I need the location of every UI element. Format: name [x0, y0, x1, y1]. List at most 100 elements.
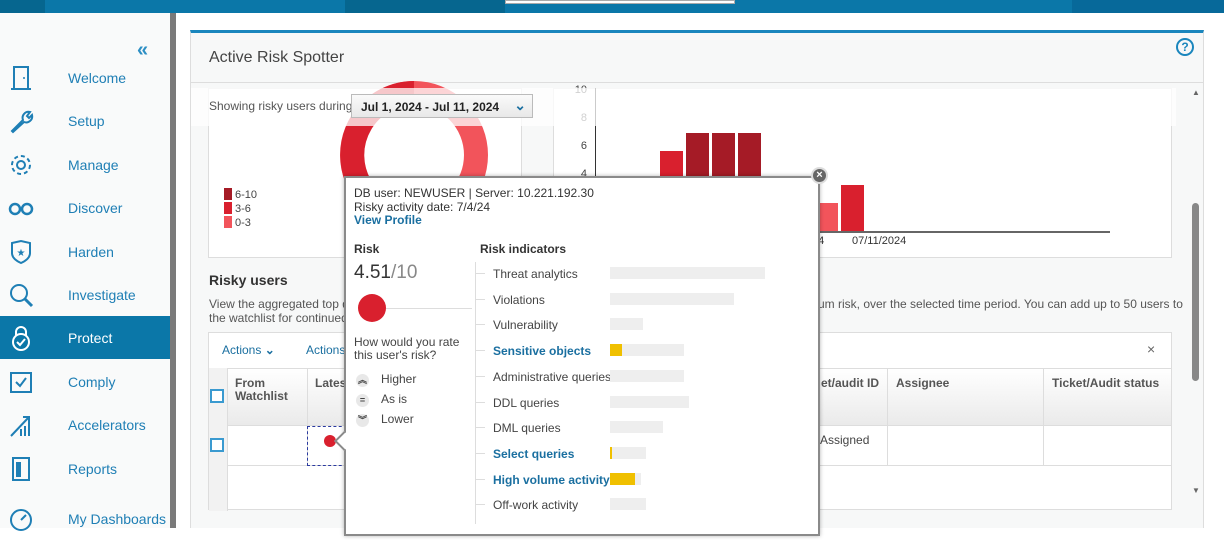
sidebar-item-setup[interactable]: Setup — [0, 99, 170, 142]
legend-item: 6-10 — [224, 188, 257, 201]
indicator-sensitive-objects[interactable]: Sensitive objects — [493, 344, 592, 359]
indicator-bar — [610, 472, 641, 485]
risk-details-popup: DB user: NEWUSER | Server: 10.221.192.30… — [334, 176, 820, 536]
sidebar-item-manage[interactable]: Manage — [0, 143, 170, 186]
legend-item: 0-3 — [224, 216, 251, 229]
risk-slider-knob — [358, 294, 386, 322]
indicator-high-volume-activity[interactable]: High volume activity — [493, 472, 610, 487]
indicator-bar-fill — [610, 446, 612, 459]
view-profile-link[interactable]: View Profile — [354, 213, 422, 227]
legend-swatch — [224, 216, 232, 228]
filter-label: Showing risky users during — [209, 99, 353, 113]
column-header-from-watchlist[interactable]: From Watchlist — [235, 376, 288, 403]
double-chevron-down-icon: ︾ — [356, 414, 369, 427]
column-header-latest[interactable]: Lates — [315, 376, 347, 390]
indicator-bar — [610, 369, 685, 382]
indicator-select-queries[interactable]: Select queries — [493, 446, 575, 461]
close-popup-icon[interactable]: × — [811, 167, 828, 184]
lock-check-icon — [12, 325, 30, 351]
sidebar-item-my-dashboards[interactable]: My Dashboards — [0, 497, 170, 540]
actions-menu-button[interactable]: Actions ⌄ — [222, 343, 275, 357]
wrench-icon — [10, 110, 34, 133]
door-icon — [11, 65, 31, 90]
sidebar-item-discover[interactable]: Discover — [0, 186, 170, 229]
risk-indicators-label: Risk indicators — [480, 242, 567, 256]
y-tick-label: 4 — [580, 168, 587, 180]
risk-score: 4.51/10 — [354, 262, 418, 283]
indicator-bar — [610, 498, 646, 511]
column-header-ticket-audit-id[interactable]: et/audit ID — [821, 376, 880, 390]
chart-bar[interactable] — [820, 203, 838, 231]
date-range-value: Jul 1, 2024 - Jul 11, 2024 — [361, 100, 500, 114]
popup-activity-date: Risky activity date: 7/4/24 — [354, 200, 491, 214]
scroll-down-icon[interactable]: ▼ — [1192, 486, 1200, 495]
svg-text:★: ★ — [17, 248, 26, 259]
indicator-bar — [610, 318, 643, 331]
collapse-sidebar-icon[interactable]: « — [137, 39, 148, 61]
sidebar-item-label: Accelerators — [68, 416, 146, 433]
sidebar-item-protect[interactable]: Protect — [0, 316, 170, 359]
sidebar-item-welcome[interactable]: Welcome — [0, 56, 170, 99]
actions-menu-button-2[interactable]: Actions — [306, 343, 346, 357]
sidebar-item-comply[interactable]: Comply — [0, 360, 170, 403]
sidebar: « — [0, 13, 170, 528]
scrollbar-thumb[interactable] — [1192, 203, 1199, 381]
sidebar-item-accelerators[interactable]: Accelerators — [0, 403, 170, 446]
divider — [191, 82, 1203, 83]
sidebar-item-label: Setup — [68, 112, 105, 129]
clear-selection-icon[interactable]: × — [1147, 341, 1156, 357]
indicator-bar — [610, 267, 765, 279]
date-range-select[interactable]: Jul 1, 2024 - Jul 11, 2024 ⌄ — [351, 94, 533, 118]
shield-star-icon: ★ — [11, 239, 31, 264]
legend-swatch — [224, 188, 232, 200]
indicator-dml-queries: DML queries — [493, 421, 561, 436]
rate-question: How would you rate this user's risk? — [354, 335, 460, 362]
panel-scrollbar[interactable]: ▲ ▼ — [1190, 88, 1202, 508]
sidebar-item-label: Investigate — [68, 286, 136, 303]
sidebar-item-harden[interactable]: ★ Harden — [0, 230, 170, 273]
page-title: Active Risk Spotter — [209, 49, 345, 66]
scroll-up-icon[interactable]: ▲ — [1192, 88, 1200, 97]
help-icon[interactable]: ? — [1176, 38, 1194, 56]
sidebar-item-label: Harden — [68, 243, 114, 260]
sidebar-resize-handle[interactable] — [170, 13, 176, 528]
rate-as-is-option[interactable]: = As is — [356, 392, 407, 407]
indicator-vulnerability: Vulnerability — [493, 318, 558, 333]
indicator-bar — [610, 292, 734, 305]
row-checkbox[interactable] — [210, 438, 224, 452]
sidebar-item-investigate[interactable]: Investigate — [0, 273, 170, 316]
report-icon — [12, 456, 30, 481]
sidebar-item-label: Reports — [68, 460, 118, 477]
gear-icon — [11, 154, 31, 175]
indicator-off-work-activity: Off-work activity — [493, 498, 579, 513]
indicator-bar-fill — [610, 472, 635, 485]
glasses-icon — [8, 202, 34, 215]
indicator-administrative-queries: Administrative queries — [493, 369, 612, 384]
risky-users-title: Risky users — [209, 272, 288, 288]
y-axis — [595, 88, 596, 231]
sidebar-item-label: Welcome — [68, 69, 127, 86]
risk-dot[interactable] — [324, 435, 336, 447]
sidebar-item-label: Discover — [68, 199, 123, 216]
column-header-assignee[interactable]: Assignee — [896, 376, 950, 390]
top-bar — [0, 0, 1224, 13]
chart-bar[interactable] — [841, 184, 864, 231]
risk-slider-track — [386, 308, 472, 309]
column-header-ticket-audit-status[interactable]: Ticket/Audit status — [1052, 376, 1160, 390]
rate-lower-option[interactable]: ︾ Lower — [356, 412, 414, 427]
equals-icon: = — [356, 394, 369, 407]
sidebar-item-reports[interactable]: Reports — [0, 447, 170, 490]
indicator-bar — [610, 446, 646, 459]
search-input[interactable] — [505, 0, 735, 4]
x-tick-label: 07/11/2024 — [852, 235, 907, 247]
double-chevron-up-icon: ︽ — [356, 374, 369, 387]
chevron-down-icon: ⌄ — [514, 97, 526, 113]
popup-user-server: DB user: NEWUSER | Server: 10.221.192.30 — [354, 186, 594, 200]
indicator-threat-analytics: Threat analytics — [493, 267, 578, 281]
sidebar-item-label: Manage — [68, 156, 119, 173]
select-all-checkbox[interactable] — [210, 389, 224, 403]
legend-item: 3-6 — [224, 202, 251, 215]
risky-users-description-cont: um risk, over the selected time period. … — [818, 297, 1183, 311]
indicator-ddl-queries: DDL queries — [493, 395, 560, 410]
rate-higher-option[interactable]: ︽ Higher — [356, 372, 417, 387]
